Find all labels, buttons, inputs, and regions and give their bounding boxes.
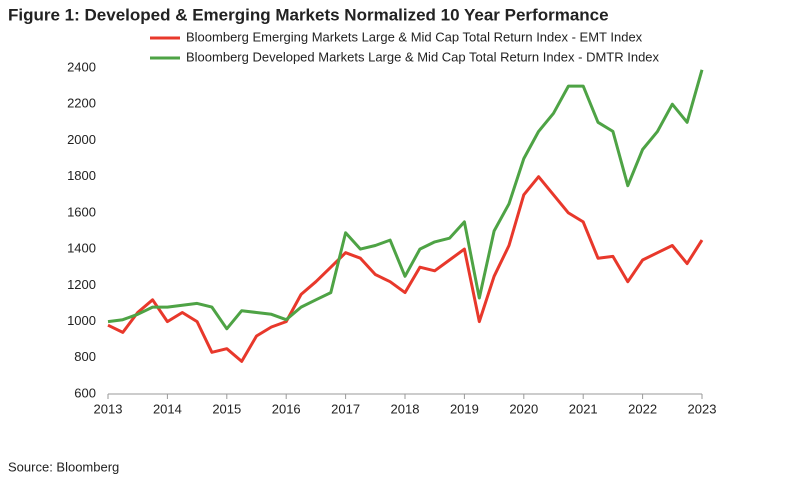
series-line (107, 175, 704, 363)
y-tick-label: 800 (74, 349, 96, 364)
series-line (107, 69, 704, 331)
x-tick-label: 2023 (688, 401, 717, 416)
source: Source: Bloomberg (8, 459, 119, 474)
legend-label: Bloomberg Developed Markets Large & Mid … (186, 49, 660, 64)
y-tick-label: 2000 (67, 132, 96, 147)
y-tick-label: 600 (74, 385, 96, 400)
y-tick-label: 1800 (67, 168, 96, 183)
x-tick-label: 2021 (569, 401, 598, 416)
x-tick-label: 2016 (272, 401, 301, 416)
x-tick-label: 2015 (212, 401, 241, 416)
y-tick-label: 1000 (67, 313, 96, 328)
x-tick-label: 2022 (628, 401, 657, 416)
x-tick-label: 2017 (331, 401, 360, 416)
x-tick-label: 2020 (509, 401, 538, 416)
y-tick-label: 1600 (67, 204, 96, 219)
y-tick-label: 2400 (67, 59, 96, 74)
legend-label: Bloomberg Emerging Markets Large & Mid C… (186, 29, 643, 44)
x-tick-label: 2014 (153, 401, 182, 416)
y-tick-label: 2200 (67, 96, 96, 111)
y-tick-label: 1400 (67, 241, 96, 256)
x-tick-label: 2018 (391, 401, 420, 416)
x-tick-label: 2013 (94, 401, 123, 416)
chart-title: Figure 1: Developed & Emerging Markets N… (8, 5, 609, 24)
y-tick-label: 1200 (67, 277, 96, 292)
x-tick-label: 2019 (450, 401, 479, 416)
